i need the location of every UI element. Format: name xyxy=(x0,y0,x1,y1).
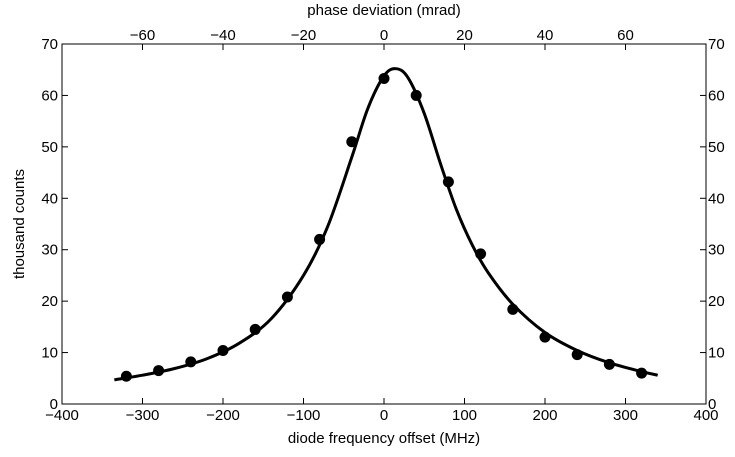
y-tick-label-right: 0 xyxy=(708,396,716,413)
top-x-tick-label: −60 xyxy=(130,27,155,44)
data-points xyxy=(120,72,648,382)
x-tick-label: −400 xyxy=(45,407,79,424)
y-tick-label-right: 10 xyxy=(708,345,725,362)
data-point xyxy=(249,323,261,335)
x-tick-label: −100 xyxy=(287,407,321,424)
y-tick-label: 10 xyxy=(41,345,58,362)
y-axis-label: thousand counts xyxy=(11,169,28,279)
y-tick-label-right: 50 xyxy=(708,139,725,156)
top-x-tick-label: 20 xyxy=(456,27,473,44)
data-point xyxy=(314,233,326,245)
data-point xyxy=(507,303,519,315)
x-tick-label: 0 xyxy=(380,407,388,424)
y-tick-label-right: 20 xyxy=(708,293,725,310)
y-tick-label: 0 xyxy=(50,396,58,413)
data-point xyxy=(346,136,358,148)
data-point xyxy=(185,356,197,368)
y-tick-label: 20 xyxy=(41,293,58,310)
y-tick-label-right: 60 xyxy=(708,87,725,104)
fit-curve xyxy=(114,67,659,382)
data-point xyxy=(603,358,615,370)
data-point xyxy=(636,367,648,379)
x-tick-label: 100 xyxy=(452,407,477,424)
y-tick-label: 50 xyxy=(41,139,58,156)
data-point xyxy=(217,345,229,357)
y-tick-label: 30 xyxy=(41,242,58,259)
plot-frame xyxy=(61,43,707,405)
x-tick-label: 200 xyxy=(532,407,557,424)
top-x-axis-label: phase deviation (mrad) xyxy=(307,2,460,19)
y-tick-label-right: 70 xyxy=(708,36,725,53)
tick-marks xyxy=(61,43,707,405)
x-axis-label: diode frequency offset (MHz) xyxy=(288,430,480,447)
x-tick-label: −300 xyxy=(126,407,160,424)
data-point xyxy=(442,176,454,188)
x-tick-label: 300 xyxy=(613,407,638,424)
y-tick-label-right: 40 xyxy=(708,190,725,207)
y-tick-label-right: 30 xyxy=(708,242,725,259)
y-tick-label: 40 xyxy=(41,190,58,207)
data-point xyxy=(153,365,165,377)
top-x-tick-label: −20 xyxy=(291,27,316,44)
top-x-tick-label: 0 xyxy=(380,27,388,44)
y-tick-label: 70 xyxy=(41,36,58,53)
top-x-tick-label: 60 xyxy=(617,27,634,44)
x-tick-label: 400 xyxy=(693,407,718,424)
data-point xyxy=(120,370,132,382)
data-point xyxy=(410,89,422,101)
data-point xyxy=(539,331,551,343)
y-tick-label: 60 xyxy=(41,87,58,104)
tick-labels: −400 −300 −200 −100 0 100 200 300 400−60 −40 −20 0 2… xyxy=(41,27,724,424)
top-x-tick-label: −40 xyxy=(210,27,235,44)
data-point xyxy=(475,248,487,260)
x-tick-label: −200 xyxy=(206,407,240,424)
data-point xyxy=(281,291,293,303)
data-point xyxy=(378,72,390,84)
data-point xyxy=(571,349,583,361)
top-x-tick-label: 40 xyxy=(537,27,554,44)
